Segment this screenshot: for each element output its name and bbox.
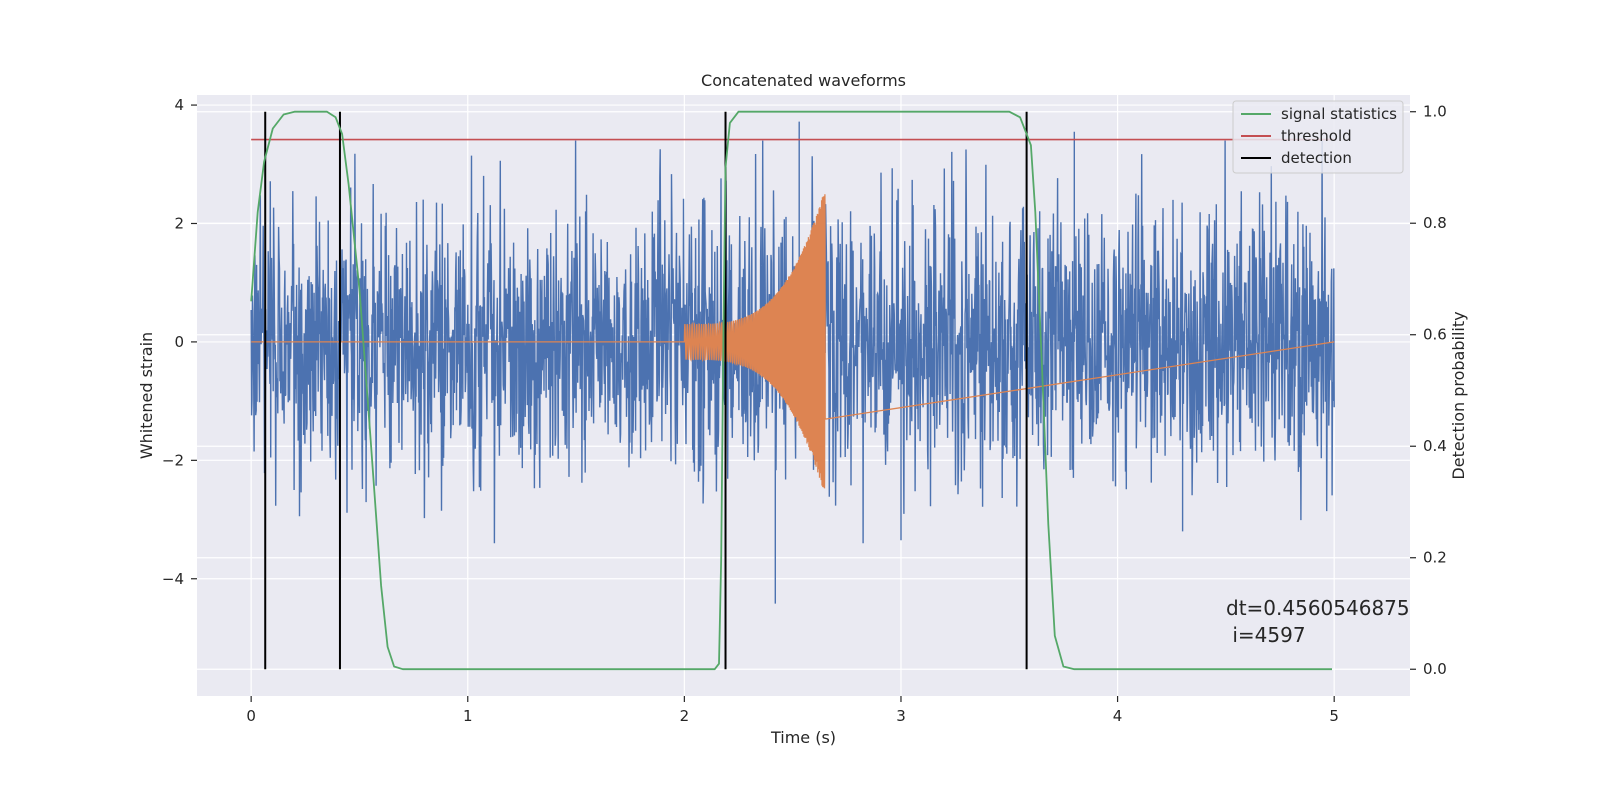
legend-label-signal-statistics: signal statistics <box>1281 105 1397 123</box>
y-right-tick-label: 0.2 <box>1423 549 1447 567</box>
legend-box <box>1232 100 1404 174</box>
x-axis-label: Time (s) <box>770 728 836 747</box>
y-right-tick-label: 0.0 <box>1423 660 1447 678</box>
legend: signal statistics threshold detection <box>1232 100 1404 174</box>
y-tick-label: 4 <box>174 96 184 114</box>
y-tick-label: −2 <box>162 451 184 469</box>
injection-line <box>251 194 1335 489</box>
x-tick-label: 4 <box>1113 707 1123 725</box>
x-tick-label: 1 <box>463 707 473 725</box>
strain-line <box>250 121 1335 604</box>
annotation-dt: dt=0.4560546875 <box>1226 596 1410 620</box>
y-right-tick-label: 1.0 <box>1423 103 1447 121</box>
y-right-tick-label: 0.6 <box>1423 326 1447 344</box>
legend-label-detection: detection <box>1281 149 1352 167</box>
legend-label-threshold: threshold <box>1281 127 1352 145</box>
signal-statistics-line <box>250 110 1332 671</box>
series-whitened-strain <box>250 121 1335 604</box>
annotation-index: i=4597 <box>1226 623 1306 647</box>
y-tick-label: −4 <box>162 570 184 588</box>
y-axis-right-label: Detection probability <box>1449 311 1468 479</box>
x-tick-label: 3 <box>896 707 906 725</box>
series-signal-statistics <box>250 110 1332 671</box>
y-tick-label: 0 <box>174 333 184 351</box>
axes: 0 1 2 3 4 5 4 2 0 −2 −4 1.0 0.8 0.6 0.4 0.2 0.0 <box>162 96 1447 725</box>
chart-title: Concatenated waveforms <box>701 71 906 90</box>
x-tick-label: 5 <box>1329 707 1339 725</box>
y-axis-label: Whitened strain <box>137 332 156 459</box>
y-right-tick-label: 0.8 <box>1423 214 1447 232</box>
x-tick-label: 2 <box>680 707 690 725</box>
y-tick-label: 2 <box>174 214 184 232</box>
series-injection <box>251 194 1335 489</box>
x-tick-label: 0 <box>246 707 256 725</box>
y-right-tick-label: 0.4 <box>1423 437 1447 455</box>
